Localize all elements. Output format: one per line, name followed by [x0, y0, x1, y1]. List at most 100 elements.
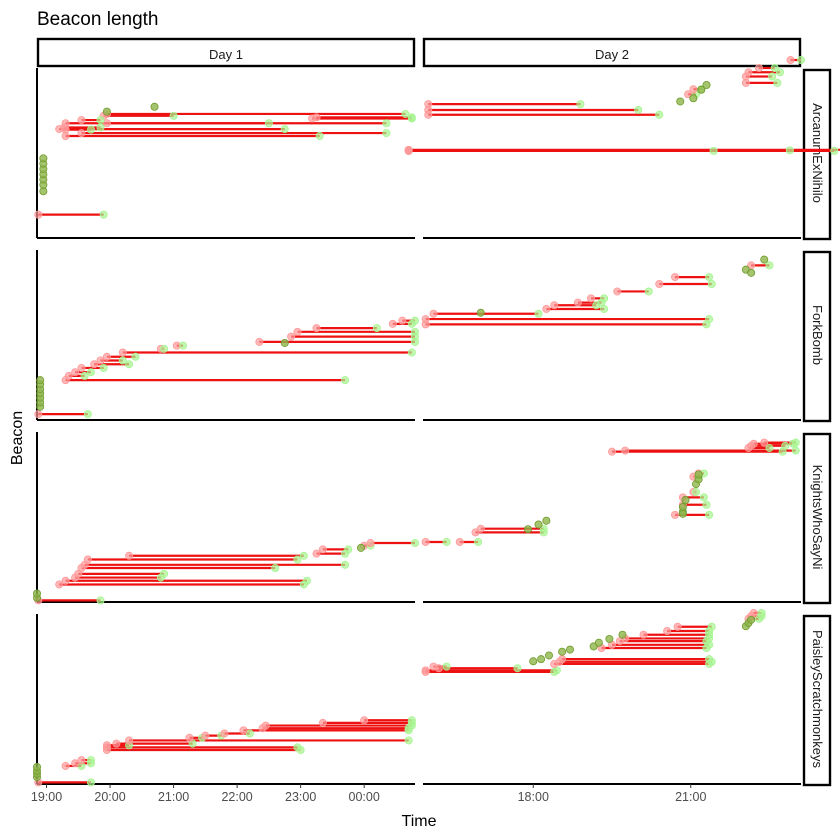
segment-start-point — [398, 316, 407, 325]
single-beacon-point — [558, 647, 567, 656]
segment-end-point — [576, 100, 585, 109]
row-strip-box — [802, 68, 832, 241]
segment-end-point — [791, 438, 800, 447]
segment-end-point — [791, 446, 800, 455]
segment-start-point — [102, 741, 111, 750]
segment-start-point — [360, 716, 369, 725]
segment-end-point — [96, 123, 105, 132]
segment-end-point — [709, 146, 718, 155]
segment-end-point — [442, 537, 451, 546]
single-beacon-point — [689, 94, 698, 103]
single-beacon-point — [618, 630, 627, 639]
single-beacon-point — [529, 657, 538, 666]
single-beacon-point — [697, 85, 706, 94]
segment-end-point — [644, 287, 653, 296]
segment-start-point — [287, 332, 296, 341]
segment-end-point — [785, 146, 794, 155]
single-beacon-point — [676, 97, 685, 106]
column-strip-label: Day 1 — [209, 47, 243, 62]
segment-start-point — [421, 315, 430, 324]
segment-start-point — [61, 761, 70, 770]
segment-end-point — [407, 113, 416, 122]
segment-start-point — [421, 666, 430, 675]
column-strip-box — [36, 37, 416, 68]
x-tick-label: 19:00 — [31, 790, 62, 804]
x-tick-label: 20:00 — [94, 790, 125, 804]
segment-end-point — [83, 410, 92, 419]
segment-end-point — [87, 125, 96, 134]
segment-start-point — [476, 524, 485, 533]
single-beacon-point — [694, 470, 703, 479]
segment-end-point — [539, 524, 548, 533]
segment-start-point — [621, 446, 630, 455]
row-strip-label: ForkBomb — [810, 305, 825, 365]
segment-start-point — [125, 736, 134, 745]
segment-start-point — [749, 608, 758, 617]
segment-end-point — [513, 664, 522, 673]
segment-end-point — [315, 131, 324, 140]
segment-start-point — [90, 360, 99, 369]
x-tick-label: 18:00 — [518, 790, 549, 804]
single-beacon-point — [678, 502, 687, 511]
single-beacon-point — [476, 308, 485, 317]
single-beacon-point — [747, 615, 756, 624]
segment-start-point — [421, 537, 430, 546]
segment-start-point — [786, 56, 795, 65]
segment-start-point — [429, 309, 438, 318]
row-strip-box — [802, 614, 832, 787]
segment-start-point — [312, 324, 321, 333]
segment-start-point — [77, 116, 86, 125]
segment-start-point — [77, 363, 86, 372]
single-beacon-point — [747, 268, 756, 277]
segment-end-point — [280, 125, 289, 134]
row-strip-box — [802, 432, 832, 605]
segment-start-point — [77, 756, 86, 765]
segment-end-point — [80, 371, 89, 380]
segment-end-point — [797, 56, 806, 65]
segment-start-point — [749, 439, 758, 448]
segment-start-point — [312, 113, 321, 122]
single-beacon-point — [150, 102, 159, 111]
segment-end-point — [655, 110, 664, 119]
x-tick-label: 21:00 — [675, 790, 706, 804]
row-strip-label: KnightsWhoSayNi — [810, 465, 825, 570]
segment-start-point — [102, 119, 111, 128]
segment-start-point — [102, 352, 111, 361]
segment-end-point — [87, 756, 96, 765]
segment-end-point — [99, 210, 108, 219]
segment-end-point — [271, 564, 280, 573]
x-tick-label: 21:00 — [158, 790, 189, 804]
segment-end-point — [245, 729, 254, 738]
segment-start-point — [744, 68, 753, 77]
single-beacon-point — [102, 107, 111, 116]
segment-end-point — [534, 309, 543, 318]
segment-start-point — [312, 549, 321, 558]
single-beacon-point — [760, 255, 769, 264]
segment-start-point — [83, 555, 92, 564]
segment-end-point — [87, 778, 96, 787]
segment-start-point — [34, 210, 43, 219]
segment-end-point — [773, 78, 782, 87]
segment-end-point — [382, 119, 391, 128]
segment-end-point — [707, 279, 716, 288]
single-beacon-point — [534, 520, 543, 529]
segment-start-point — [366, 539, 375, 548]
segment-start-point — [77, 129, 86, 138]
segment-end-point — [474, 537, 483, 546]
segment-start-point — [201, 731, 210, 740]
single-beacon-point — [594, 638, 603, 647]
segment-end-point — [99, 363, 108, 372]
segment-start-point — [96, 356, 105, 365]
segment-end-point — [765, 261, 774, 270]
segment-end-point — [87, 368, 96, 377]
segment-end-point — [372, 324, 381, 333]
segment-end-point — [768, 72, 777, 81]
single-beacon-point — [33, 589, 42, 598]
segment-start-point — [558, 655, 567, 664]
segment-start-point — [388, 319, 397, 328]
segment-end-point — [634, 105, 643, 114]
segment-end-point — [293, 743, 302, 752]
segment-start-point — [673, 622, 682, 631]
single-beacon-point — [39, 154, 48, 163]
segment-end-point — [293, 555, 302, 564]
